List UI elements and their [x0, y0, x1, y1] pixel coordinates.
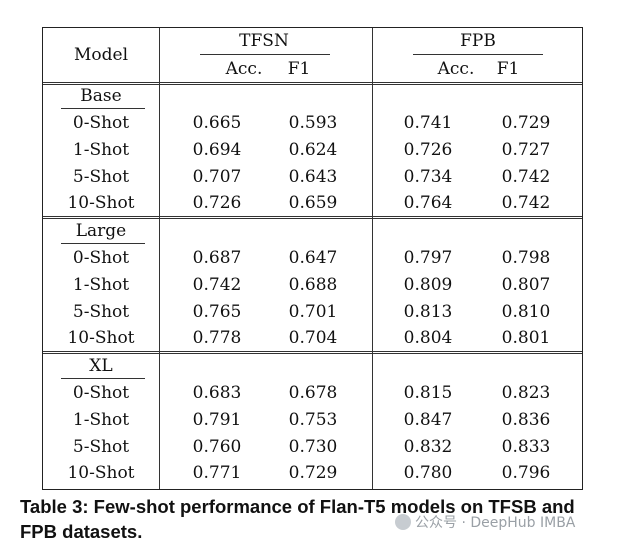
row-label: 10-Shot	[67, 328, 135, 349]
fpb-underline	[413, 54, 543, 55]
table-cell: 0.791	[192, 409, 242, 430]
row-label: 0-Shot	[72, 383, 130, 403]
table-cell: 0.742	[501, 193, 551, 214]
row-label: 1-Shot	[72, 274, 130, 295]
table-cell: 0.832	[403, 436, 453, 457]
model-header: Model	[73, 45, 129, 65]
wechat-icon	[395, 514, 411, 530]
model-column-divider	[159, 28, 160, 489]
table-cell: 0.836	[501, 409, 551, 430]
section-rule-1	[43, 216, 582, 219]
table-cell: 0.665	[192, 113, 242, 133]
tfsn-header: TFSN	[239, 31, 289, 51]
section-name-underline	[61, 378, 145, 379]
row-label: 5-Shot	[72, 436, 130, 457]
table-cell: 0.815	[403, 383, 453, 403]
watermark-text: 公众号 · DeepHub IMBA	[415, 515, 576, 531]
table-cell: 0.780	[403, 463, 453, 484]
table-cell: 0.726	[192, 193, 242, 214]
table-cell: 0.643	[288, 166, 338, 187]
section-name: Large	[75, 221, 127, 241]
table-cell: 0.796	[501, 463, 551, 484]
table-cell: 0.647	[288, 248, 338, 268]
row-label: 1-Shot	[72, 409, 130, 430]
table-cell: 0.687	[192, 248, 242, 268]
row-label: 0-Shot	[72, 248, 130, 268]
header-rule	[43, 82, 582, 85]
table-cell: 0.801	[501, 328, 551, 349]
row-label: 1-Shot	[72, 139, 130, 160]
fpb-f1-header: F1	[496, 59, 520, 79]
table-cell: 0.727	[501, 139, 551, 160]
table-cell: 0.742	[192, 274, 242, 295]
table-caption: Table 3: Few-shot performance of Flan-T5…	[20, 496, 575, 542]
table-cell: 0.729	[288, 463, 338, 484]
row-label: 10-Shot	[67, 463, 135, 484]
tfsn-f1-header: F1	[287, 59, 311, 79]
table-cell: 0.833	[501, 436, 551, 457]
table-cell: 0.810	[501, 301, 551, 322]
table-cell: 0.753	[288, 409, 338, 430]
table-cell: 0.764	[403, 193, 453, 214]
table-cell: 0.730	[288, 436, 338, 457]
table-cell: 0.847	[403, 409, 453, 430]
table-cell: 0.765	[192, 301, 242, 322]
tfsn-acc-header: Acc.	[225, 59, 263, 79]
table-cell: 0.742	[501, 166, 551, 187]
section-name-underline	[61, 243, 145, 244]
table-cell: 0.659	[288, 193, 338, 214]
table-cell: 0.726	[403, 139, 453, 160]
table-cell: 0.683	[192, 383, 242, 403]
table-cell: 0.778	[192, 328, 242, 349]
section-rule-2	[43, 351, 582, 354]
table-cell: 0.624	[288, 139, 338, 160]
table-cell: 0.729	[501, 113, 551, 133]
section-name-underline	[61, 108, 145, 109]
table-cell: 0.771	[192, 463, 242, 484]
table-cell: 0.809	[403, 274, 453, 295]
watermark: 公众号 · DeepHub IMBA	[395, 512, 575, 532]
section-name: Base	[80, 86, 122, 106]
table-cell: 0.807	[501, 274, 551, 295]
tfsn-underline	[200, 54, 330, 55]
table-cell: 0.593	[288, 113, 338, 133]
dataset-column-divider	[372, 28, 373, 489]
table-cell: 0.701	[288, 301, 338, 322]
table-cell: 0.688	[288, 274, 338, 295]
table-cell: 0.694	[192, 139, 242, 160]
table-cell: 0.678	[288, 383, 338, 403]
table-cell: 0.734	[403, 166, 453, 187]
table-cell: 0.707	[192, 166, 242, 187]
table-cell: 0.813	[403, 301, 453, 322]
row-label: 10-Shot	[67, 193, 135, 214]
table-cell: 0.704	[288, 328, 338, 349]
section-name: XL	[89, 356, 113, 376]
table-cell: 0.804	[403, 328, 453, 349]
table-cell: 0.798	[501, 248, 551, 268]
table-cell: 0.741	[403, 113, 453, 133]
table-cell: 0.760	[192, 436, 242, 457]
table-cell: 0.823	[501, 383, 551, 403]
fpb-acc-header: Acc.	[437, 59, 475, 79]
results-table: Model TFSN FPB Acc. F1 Acc. F1 Base 0-Sho…	[42, 27, 583, 490]
fpb-header: FPB	[460, 31, 496, 51]
row-label: 5-Shot	[72, 166, 130, 187]
row-label: 0-Shot	[72, 113, 130, 133]
row-label: 5-Shot	[72, 301, 130, 322]
table-cell: 0.797	[403, 248, 453, 268]
